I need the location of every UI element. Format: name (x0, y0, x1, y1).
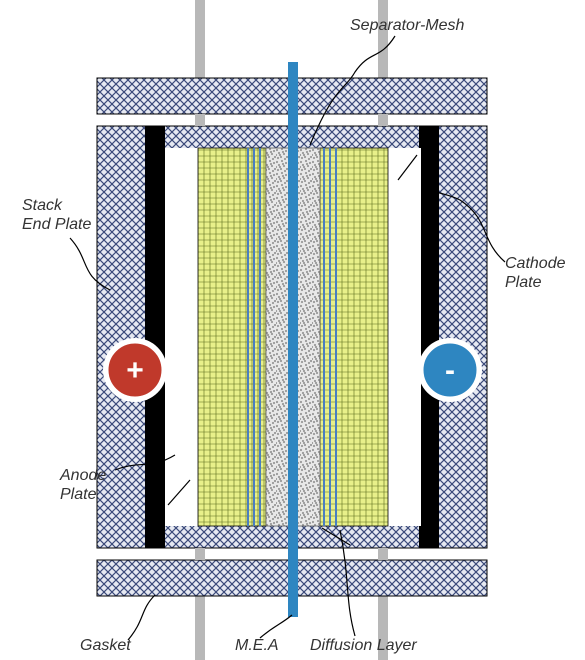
label-diffusion-layer: Diffusion Layer (310, 637, 417, 654)
terminal-positive: + (103, 338, 167, 402)
diffusion-layer-left (198, 148, 266, 526)
gasket-right (419, 126, 439, 548)
label-gasket: Gasket (80, 637, 131, 654)
label-mea: M.E.A (235, 637, 279, 654)
gasket-left (145, 126, 165, 548)
mea-bar (288, 62, 298, 617)
svg-text:+: + (126, 354, 144, 387)
svg-text:-: - (445, 354, 455, 387)
label-separator-mesh: Separator-Mesh (350, 17, 465, 34)
terminal-negative: - (418, 338, 482, 402)
